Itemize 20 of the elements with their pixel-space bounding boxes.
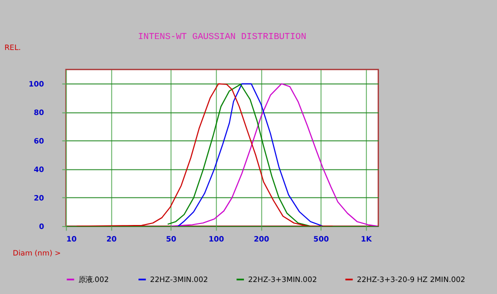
- x-tick-label: 20: [106, 234, 117, 244]
- x-axis-title: Diam (nm) >: [12, 248, 61, 258]
- y-tick-label: 60: [34, 136, 44, 146]
- y-tick-label: 0: [38, 222, 44, 232]
- x-tick-label: 50: [166, 234, 176, 244]
- legend-label: 22HZ-3+3-20-9 HZ 2MIN.002: [356, 274, 466, 284]
- legend-label: 22HZ-3+3MIN.002: [248, 274, 317, 284]
- legend-label: 原液.002: [78, 274, 109, 284]
- y-tick-label: 80: [34, 108, 44, 118]
- x-tick-label: 200: [254, 234, 270, 244]
- y-axis-title: REL.: [4, 43, 21, 52]
- legend-label: 22HZ-3MIN.002: [150, 274, 208, 284]
- x-tick-label: 1K: [360, 234, 372, 244]
- y-tick-label: 40: [34, 165, 44, 174]
- x-tick-label: 10: [66, 234, 77, 244]
- x-tick-label: 100: [208, 234, 224, 244]
- y-tick-label: 100: [28, 80, 44, 89]
- x-tick-label: 500: [313, 234, 329, 244]
- chart-title: INTENS-WT GAUSSIAN DISTRIBUTION: [138, 31, 306, 42]
- y-tick-label: 20: [34, 194, 44, 203]
